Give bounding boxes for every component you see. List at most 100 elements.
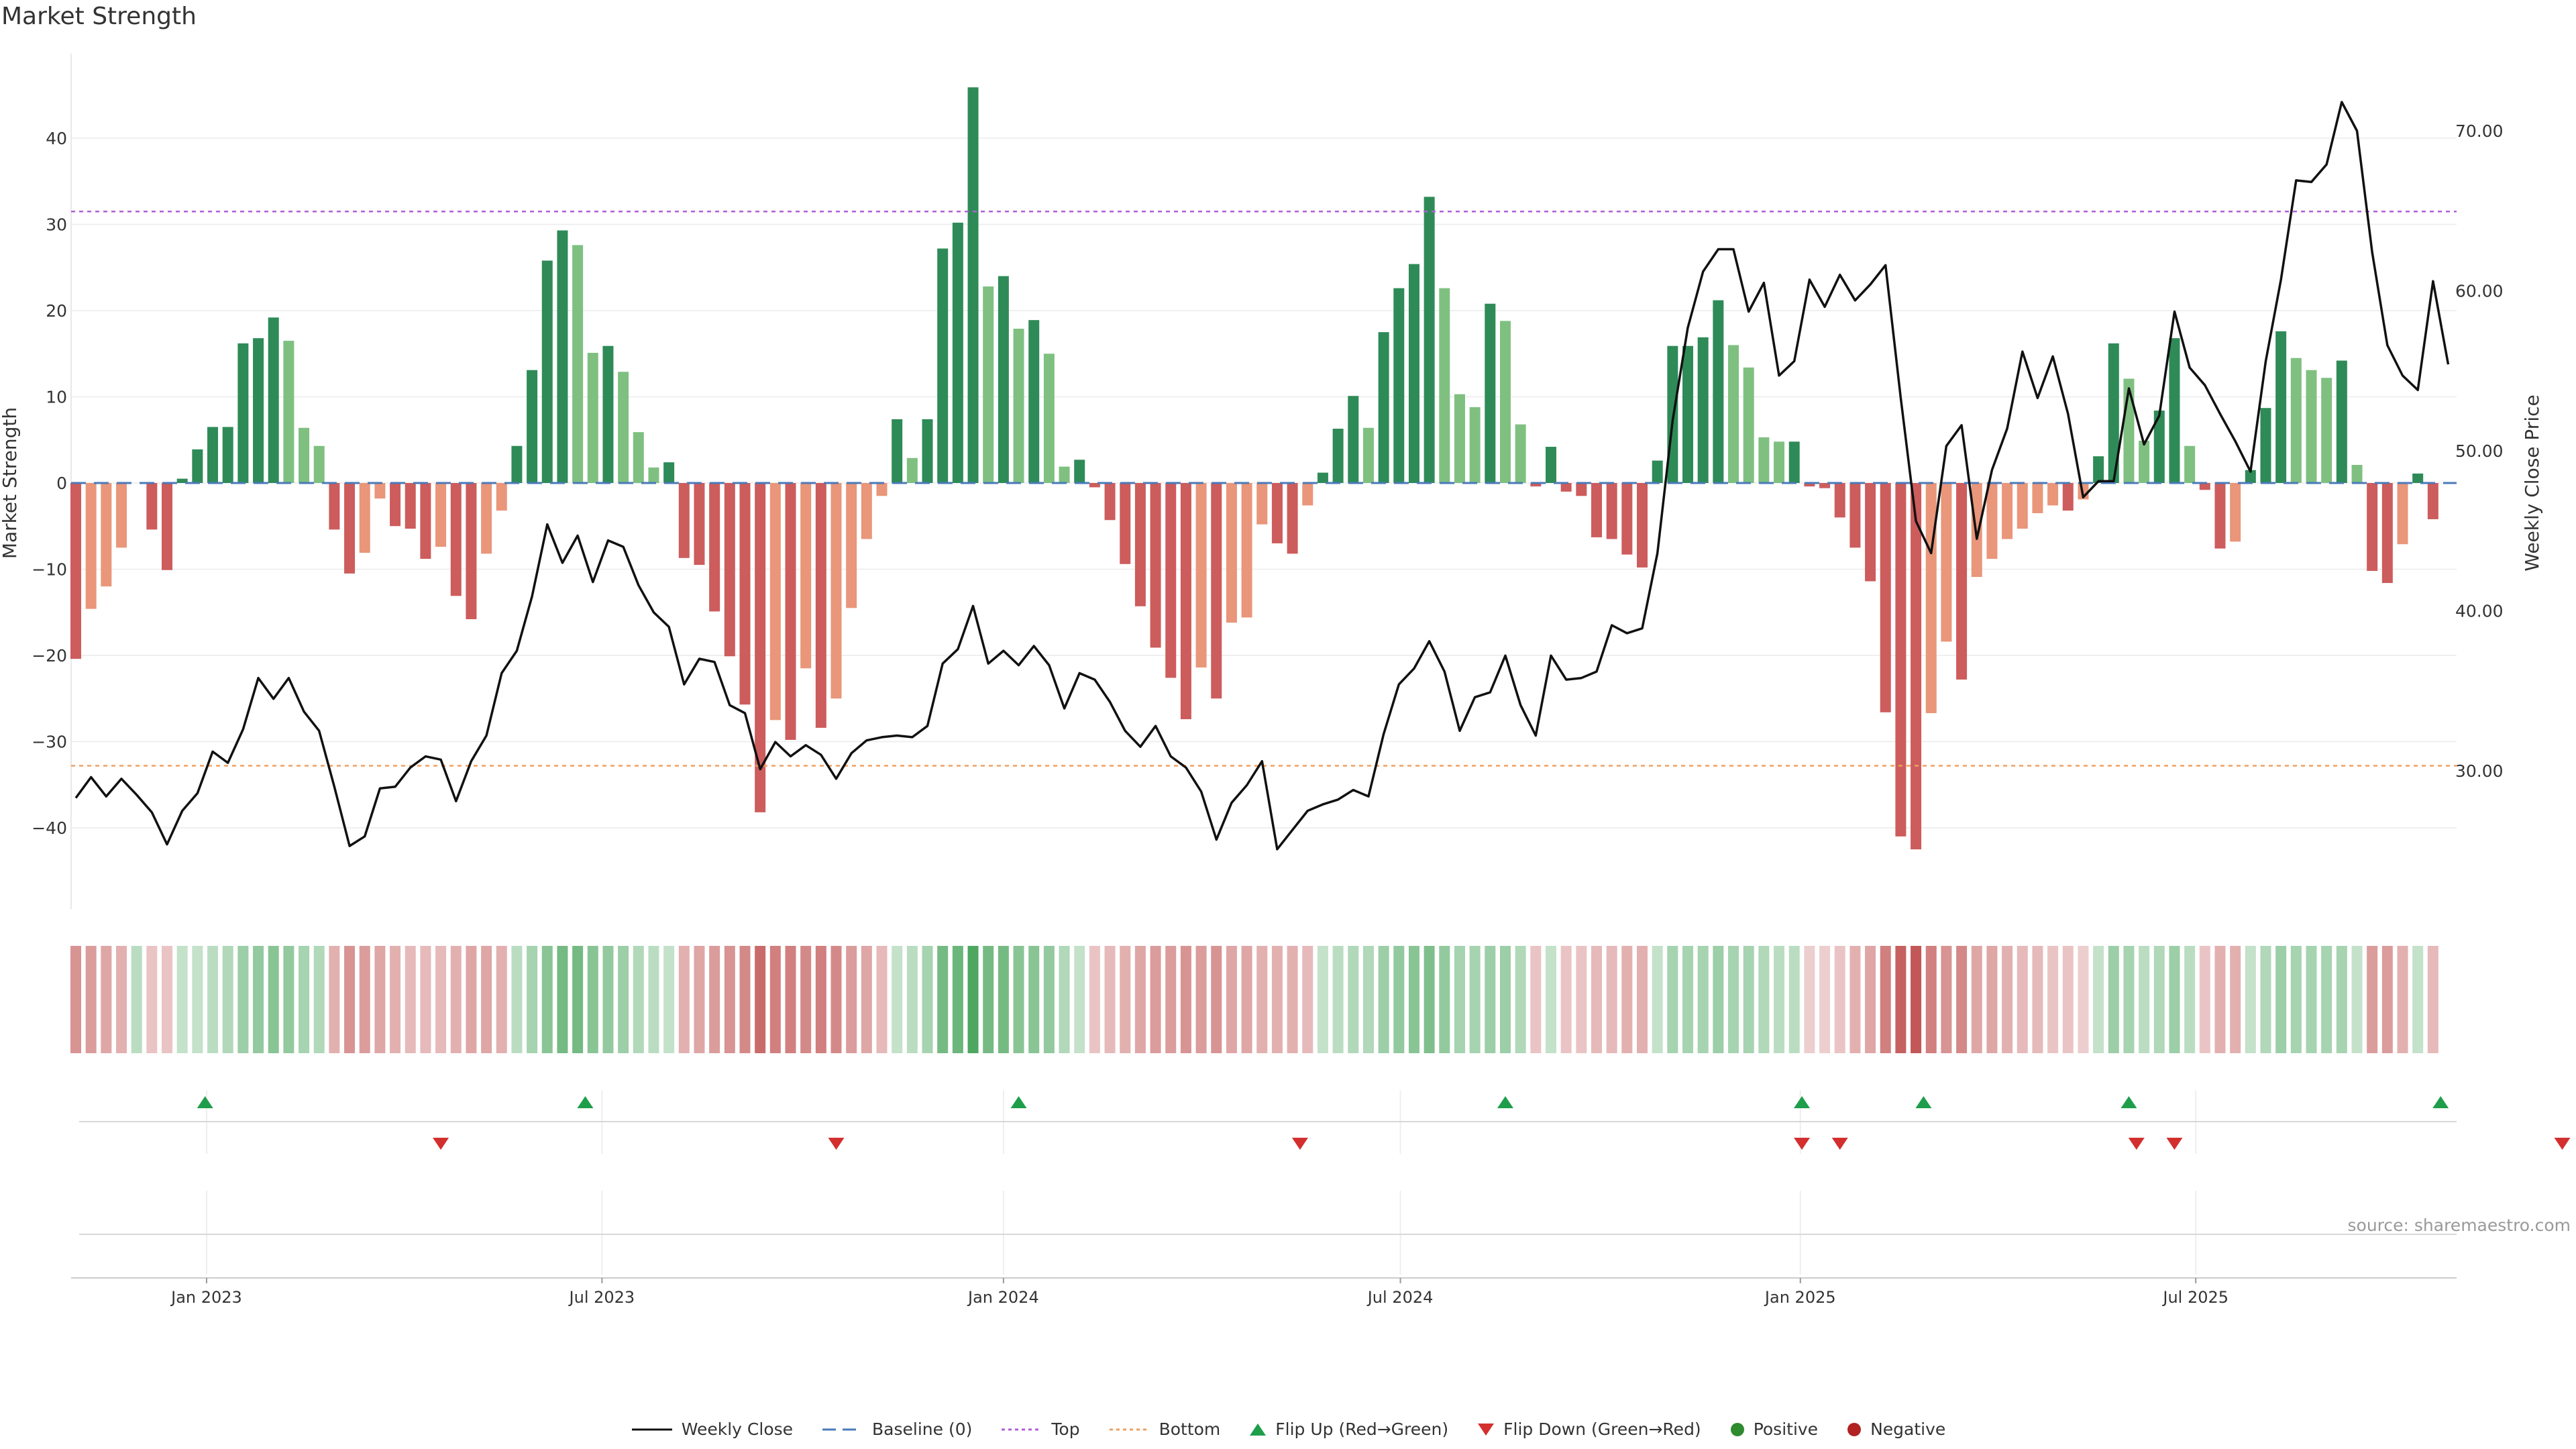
heat-cell <box>2047 946 2059 1053</box>
strength-bar-positive <box>587 352 598 483</box>
heat-cell <box>511 946 523 1053</box>
heat-cell <box>162 946 173 1053</box>
strength-bar-positive <box>299 427 310 483</box>
strength-bar-positive <box>253 338 264 483</box>
legend-label: Baseline (0) <box>872 1419 973 1439</box>
heat-cell <box>785 946 796 1053</box>
x-tick-label: Jul 2024 <box>1366 1288 1434 1307</box>
heat-cell <box>101 946 112 1053</box>
heat-cell <box>587 946 598 1053</box>
strength-bar-negative <box>2367 483 2378 572</box>
strength-bar-negative <box>861 483 872 539</box>
heat-cell <box>527 946 538 1053</box>
strength-bar-negative <box>450 483 462 596</box>
heat-cell <box>618 946 629 1053</box>
heat-cell <box>359 946 370 1053</box>
heat-cell <box>1317 946 1328 1053</box>
flip-up-marker <box>197 1096 213 1108</box>
strength-bar-positive <box>1652 460 1663 483</box>
weekly-close-line <box>74 101 2450 851</box>
heat-cell <box>1089 946 1100 1053</box>
strength-bar-negative <box>420 483 431 559</box>
strength-bar-negative <box>755 483 766 812</box>
strength-bar-negative <box>1271 483 1283 543</box>
triangle-up-icon <box>1250 1423 1267 1436</box>
strength-bar-negative <box>678 483 690 558</box>
strength-bar-negative <box>1986 483 1998 559</box>
strength-bar-positive <box>1774 441 1785 483</box>
strength-bar-positive <box>2108 343 2119 483</box>
heat-cell <box>541 946 553 1053</box>
strength-bar-negative <box>800 483 812 669</box>
strength-bar-negative <box>344 483 356 574</box>
strength-bar-negative <box>830 483 842 699</box>
legend-label: Flip Down (Green→Red) <box>1503 1419 1701 1439</box>
legend-item-weekly-close: Weekly Close <box>631 1419 793 1439</box>
heat-cell <box>633 946 644 1053</box>
strength-bar-negative <box>359 483 370 553</box>
strength-bar-negative <box>1241 483 1252 618</box>
strength-bar-negative <box>2199 483 2210 490</box>
heat-cell <box>2260 946 2271 1053</box>
heat-cell <box>405 946 416 1053</box>
heat-cell <box>1576 946 1587 1053</box>
circle-icon <box>1847 1422 1862 1436</box>
heat-cell <box>709 946 720 1053</box>
heat-cell <box>1485 946 1496 1053</box>
strength-bar-positive <box>2169 338 2180 483</box>
y2-tick-label: 70.00 <box>2455 121 2504 141</box>
strength-bar-negative <box>815 483 826 728</box>
strength-bar-negative <box>1849 483 1861 548</box>
heat-cell <box>329 946 340 1053</box>
strength-bar-positive <box>1074 460 1085 483</box>
strength-bar-negative <box>876 483 888 496</box>
heat-cell <box>390 946 401 1053</box>
strength-bar-negative <box>2002 483 2013 539</box>
strength-bar-positive <box>663 462 675 483</box>
x-tick-label: Jan 2024 <box>967 1288 1039 1307</box>
strength-bar-negative <box>1911 483 1922 850</box>
strength-bar-negative <box>1302 483 1313 506</box>
heat-cell <box>1925 946 1937 1053</box>
heat-cell <box>1697 946 1709 1053</box>
strength-bar-positive <box>1499 321 1511 483</box>
heat-cell <box>374 946 386 1053</box>
strength-bar-negative <box>390 483 401 527</box>
heat-cell <box>85 946 97 1053</box>
strength-bar-positive <box>176 478 188 483</box>
heat-cell <box>937 946 949 1053</box>
heat-cell <box>237 946 249 1053</box>
heat-cell <box>1834 946 1845 1053</box>
strength-bar-positive <box>1515 424 1526 483</box>
strength-bar-positive <box>2260 408 2271 483</box>
heat-cell <box>1819 946 1831 1053</box>
heat-cell <box>2321 946 2332 1053</box>
strength-bar-negative <box>709 483 720 612</box>
strength-bar-negative <box>1591 483 1602 537</box>
heat-cell <box>207 946 219 1053</box>
strength-bar-negative <box>2427 483 2438 519</box>
heat-cell <box>344 946 356 1053</box>
strength-bar-positive <box>1043 354 1055 483</box>
strength-bar-negative <box>1880 483 1891 712</box>
flip-up-marker <box>1915 1096 1932 1108</box>
strength-bar-negative <box>1895 483 1907 837</box>
strength-bar-negative <box>1637 483 1648 568</box>
strength-bar-negative <box>1150 483 1161 648</box>
heat-cell <box>1408 946 1419 1053</box>
heat-cell <box>2184 946 2196 1053</box>
strength-bar-positive <box>1485 303 1496 483</box>
heat-cell <box>967 946 979 1053</box>
heat-cell <box>299 946 310 1053</box>
strength-bar-positive <box>892 419 903 483</box>
strength-bar-positive <box>192 449 203 483</box>
heat-cell <box>1302 946 1313 1053</box>
heat-cell <box>1728 946 1739 1053</box>
heat-cell <box>998 946 1009 1053</box>
y-tick-label: −20 <box>32 646 67 665</box>
strength-bar-negative <box>2017 483 2028 529</box>
strength-bar-positive <box>527 370 538 483</box>
strength-bar-positive <box>511 445 523 483</box>
strength-bar-positive <box>2139 441 2150 483</box>
y-tick-label: −40 <box>32 818 67 838</box>
